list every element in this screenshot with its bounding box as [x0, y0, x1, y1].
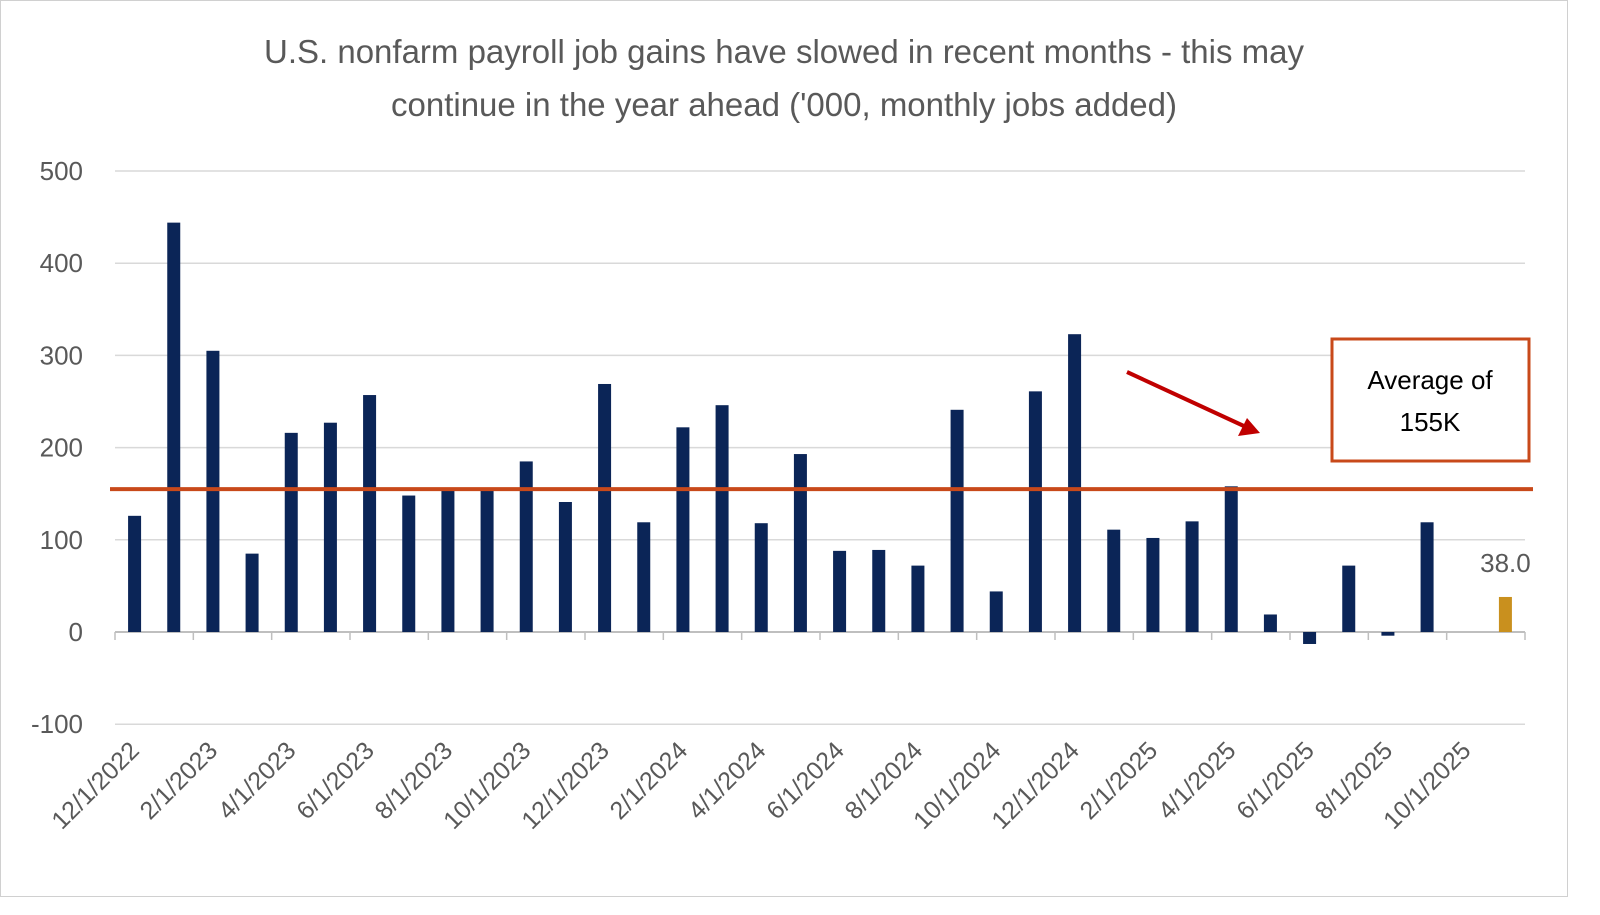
- bar-9/1/2025: [1420, 522, 1434, 632]
- bar-11/1/2025: [1498, 596, 1512, 632]
- bar-2/1/2025: [1146, 537, 1160, 632]
- bar-10/1/2023: [519, 461, 533, 632]
- average-callout-box: [1330, 337, 1531, 463]
- x-tick-label: 4/1/2025: [1153, 736, 1242, 825]
- bar-11/1/2023: [558, 501, 572, 632]
- bar-5/1/2023: [323, 422, 337, 632]
- bar-8/1/2023: [441, 489, 455, 632]
- y-tick-label: -100: [31, 709, 83, 739]
- average-callout-line-1: Average of: [1367, 365, 1493, 395]
- x-tick-label: 12/1/2022: [46, 736, 144, 834]
- x-tick-label: 2/1/2024: [605, 736, 694, 825]
- title-line-1: U.S. nonfarm payroll job gains have slow…: [264, 33, 1304, 70]
- trend-arrow: [1126, 370, 1247, 429]
- bar-1/1/2024: [637, 522, 651, 632]
- y-tick-label: 500: [40, 156, 83, 186]
- bar-4/1/2025: [1224, 486, 1238, 632]
- x-tick-label: 6/1/2023: [291, 736, 380, 825]
- y-tick-label: 100: [40, 525, 83, 555]
- bar-4/1/2024: [754, 523, 768, 632]
- x-tick-label: 6/1/2025: [1231, 736, 1320, 825]
- bar-7/1/2024: [872, 549, 886, 632]
- bar-1/1/2025: [1107, 529, 1121, 632]
- bar-3/1/2023: [245, 553, 259, 632]
- bar-8/1/2025: [1381, 632, 1395, 636]
- bar-9/1/2023: [480, 489, 494, 632]
- chart-frame: [0, 0, 1568, 897]
- bar-9/1/2024: [950, 409, 964, 632]
- x-tick-label: 6/1/2024: [761, 736, 850, 825]
- bar-12/1/2023: [598, 383, 612, 632]
- x-tick-label: 2/1/2025: [1075, 736, 1164, 825]
- y-tick-label: 400: [40, 248, 83, 278]
- bar-10/1/2024: [989, 591, 1003, 632]
- bar-4/1/2023: [284, 432, 298, 632]
- arrow-head: [1238, 418, 1260, 436]
- bar-12/1/2022: [128, 515, 142, 632]
- bar-3/1/2024: [715, 405, 729, 632]
- title-line-2: continue in the year ahead ('000, monthl…: [391, 86, 1177, 123]
- x-tick-label: 4/1/2024: [683, 736, 772, 825]
- bar-5/1/2024: [793, 454, 807, 632]
- x-tick-label: 4/1/2023: [213, 736, 302, 825]
- bar-8/1/2024: [911, 565, 925, 632]
- bar-2/1/2024: [676, 427, 690, 632]
- y-tick-label: 0: [69, 617, 83, 647]
- x-tick-label: 2/1/2023: [135, 736, 224, 825]
- bar-6/1/2024: [833, 550, 847, 632]
- bar-11/1/2024: [1028, 391, 1042, 632]
- y-tick-label: 200: [40, 433, 83, 463]
- y-tick-label: 300: [40, 340, 83, 370]
- bar-7/1/2025: [1342, 565, 1356, 632]
- bar-5/1/2025: [1263, 614, 1277, 632]
- bar-2/1/2023: [206, 350, 220, 632]
- bar-1/1/2023: [167, 222, 181, 632]
- data-label-last: 38.0: [1480, 548, 1531, 578]
- average-callout-line-2: 155K: [1400, 407, 1461, 437]
- chart-title: U.S. nonfarm payroll job gains have slow…: [264, 33, 1304, 123]
- bar-7/1/2023: [402, 495, 416, 632]
- bar-12/1/2024: [1068, 334, 1082, 632]
- bar-6/1/2023: [363, 395, 377, 632]
- bar-3/1/2025: [1185, 521, 1199, 632]
- bar-6/1/2025: [1303, 632, 1317, 644]
